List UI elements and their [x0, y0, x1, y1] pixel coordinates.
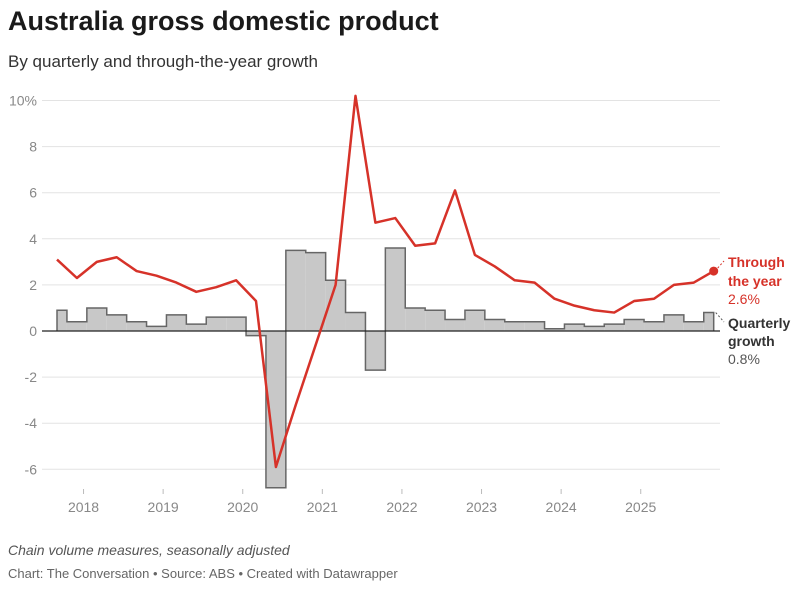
- quarterly-growth-bar: [405, 307, 426, 331]
- x-tick-label: 2019: [148, 499, 179, 515]
- y-tick-label: -2: [25, 369, 38, 385]
- y-tick-label: 2: [29, 277, 37, 293]
- quarterly-growth-bar: [504, 321, 525, 331]
- y-tick-label: -6: [25, 461, 38, 477]
- quarterly-growth-bar: [206, 317, 227, 331]
- quarterly-growth-bar: [106, 314, 127, 331]
- quarterly-growth-bar: [683, 321, 704, 331]
- through-the-year-line: [56, 94, 715, 469]
- x-tick-label: 2023: [466, 499, 497, 515]
- quarterly-growth-bar: [604, 324, 625, 331]
- last-point-marker: [709, 266, 719, 276]
- quarterly-growth-bar: [86, 307, 107, 331]
- y-axis-ticks: 10% 8 6 4 2 0 -2 -4 -6: [9, 93, 37, 478]
- chart-title: Australia gross domestic product: [8, 6, 439, 36]
- quarterly-growth-bar: [186, 324, 207, 331]
- quarterly-growth-bar: [305, 252, 326, 331]
- quarterly-growth-bar: [226, 317, 247, 331]
- quarterly-growth-bar: [365, 331, 386, 371]
- quarterly-growth-bar: [464, 310, 485, 331]
- bar-last-value: 0.8%: [728, 351, 760, 367]
- x-tick-label: 2020: [227, 499, 258, 515]
- y-tick-label: 8: [29, 139, 37, 155]
- y-tick-label: -4: [25, 415, 38, 431]
- chart-subtitle: By quarterly and through-the-year growth: [8, 52, 318, 71]
- x-tick-label: 2024: [546, 499, 577, 515]
- x-tick-label: 2022: [386, 499, 417, 515]
- quarterly-growth-bar: [246, 331, 266, 336]
- quarterly-growth-series: [56, 247, 715, 489]
- bar-label-leader: [715, 312, 725, 323]
- through-the-year-series: [56, 94, 719, 469]
- y-tick-label: 6: [29, 185, 37, 201]
- quarterly-growth-bar: [285, 250, 306, 331]
- quarterly-growth-bar: [57, 310, 67, 331]
- quarterly-growth-bar: [544, 328, 565, 331]
- y-tick-label: 4: [29, 231, 37, 247]
- line-last-value: 2.6%: [728, 291, 760, 307]
- chart-credit: Chart: The Conversation • Source: ABS • …: [8, 566, 398, 581]
- quarterly-growth-bar: [345, 312, 366, 331]
- x-tick-label: 2021: [307, 499, 338, 515]
- quarterly-growth-bar: [425, 310, 446, 331]
- quarterly-growth-bar: [146, 326, 167, 331]
- x-axis-ticks: 2018 2019 2020 2021 2022 2023 2024 2025: [68, 489, 657, 515]
- quarterly-growth-bar: [564, 324, 585, 331]
- x-tick-label: 2025: [625, 499, 656, 515]
- x-tick-label: 2018: [68, 499, 99, 515]
- quarterly-growth-bar: [663, 314, 684, 331]
- quarterly-growth-bar: [644, 321, 664, 331]
- quarterly-growth-bar: [524, 321, 545, 331]
- quarterly-growth-bar: [584, 326, 605, 331]
- quarterly-growth-bar: [166, 314, 187, 331]
- line-label-leader: [717, 260, 725, 269]
- quarterly-growth-bar: [484, 319, 505, 331]
- bar-series-name-2: growth: [728, 333, 775, 349]
- chart-note: Chain volume measures, seasonally adjust…: [8, 542, 290, 558]
- quarterly-growth-bar: [66, 321, 87, 331]
- quarterly-growth-bar: [385, 248, 406, 331]
- quarterly-growth-bar: [325, 280, 346, 331]
- series-labels: Through the year 2.6% Quarterly growth 0…: [715, 254, 790, 367]
- bar-series-name-1: Quarterly: [728, 315, 790, 331]
- quarterly-growth-outline: [56, 247, 715, 489]
- gridlines: [42, 100, 720, 470]
- y-tick-label: 0: [29, 323, 37, 339]
- line-series-name-2: the year: [728, 273, 782, 289]
- line-series-name-1: Through: [728, 254, 785, 270]
- quarterly-growth-bar: [445, 319, 465, 331]
- quarterly-growth-bar: [126, 321, 147, 331]
- y-tick-label: 10%: [9, 93, 37, 109]
- quarterly-growth-bar: [703, 312, 714, 331]
- quarterly-growth-bar: [624, 319, 645, 331]
